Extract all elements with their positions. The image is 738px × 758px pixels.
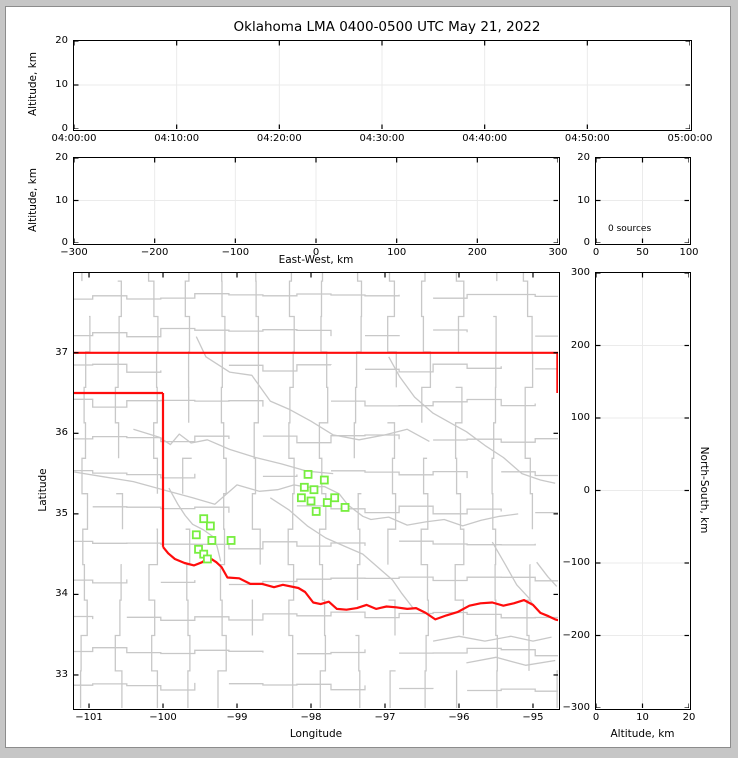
y-tick-label-ns-height: −300 [562, 702, 590, 713]
x-tick-label-ew-height: −200 [140, 247, 169, 258]
y-tick-label-source-histogram: 10 [577, 194, 590, 206]
station-marker [198, 513, 208, 523]
figure-title: Oklahoma LMA 0400-0500 UTC May 21, 2022 [233, 19, 541, 35]
figure-canvas: Oklahoma LMA 0400-0500 UTC May 21, 2022 … [5, 6, 731, 748]
y-tick-label-plan-view: 34 [55, 588, 68, 600]
x-tick-label-time-height: 04:30:00 [359, 133, 405, 144]
x-tick-label-plan-view: −100 [149, 712, 177, 723]
river-line [167, 487, 221, 562]
y-tick-label-source-histogram: 0 [583, 237, 590, 248]
state-border [161, 545, 558, 621]
x-tick-label-plan-view: −98 [300, 712, 322, 723]
y-axis-label-plan-view: Latitude [37, 467, 49, 512]
plot-area-source_histogram [595, 157, 689, 243]
plot-area-time_height [73, 40, 690, 129]
river-line [387, 355, 555, 484]
river-line [491, 541, 534, 605]
river-line [269, 496, 414, 608]
x-tick-label-time-height: 04:50:00 [564, 133, 610, 144]
x-tick-label-ns-height: 20 [682, 712, 696, 723]
panel-ew-height [72, 156, 560, 245]
y-tick-label-ew-height: 0 [61, 237, 68, 248]
plot-area-ew_height [73, 157, 558, 243]
y-tick-label-plan-view: 37 [55, 346, 68, 358]
x-tick-label-time-height: 04:40:00 [462, 133, 508, 144]
y-tick-label-ns-height: 300 [570, 267, 590, 278]
y-tick-label-ew-height: 20 [55, 152, 68, 163]
x-tick-label-plan-view: −97 [374, 712, 396, 723]
x-tick-label-time-height: 04:20:00 [256, 133, 302, 144]
x-tick-label-plan-view: −101 [75, 712, 103, 723]
y-tick-label-ew-height: 10 [55, 194, 68, 206]
station-marker [191, 529, 201, 539]
x-tick-label-source-histogram: 0 [592, 247, 600, 258]
panel-source-histogram [594, 156, 691, 245]
station-marker [296, 492, 306, 502]
y-tick-label-ns-height: 100 [570, 412, 590, 423]
y-axis-label-time-height: Altitude, km [27, 52, 39, 117]
river-line [73, 470, 518, 527]
river-line [432, 635, 552, 642]
x-tick-label-ew-height: 0 [312, 247, 320, 258]
x-axis-label-ew-height: East-West, km [278, 254, 354, 266]
y-tick-label-ns-height: 0 [583, 484, 590, 496]
x-axis-label-ns-height: Altitude, km [610, 728, 675, 740]
x-tick-label-source-histogram: 100 [679, 247, 699, 258]
y-tick-label-ns-height: −100 [562, 557, 590, 568]
station-marker [340, 502, 349, 512]
y-tick-label-ns-height: 200 [570, 339, 590, 351]
station-marker [206, 535, 216, 545]
x-tick-label-ns-height: 10 [636, 712, 649, 723]
station-marker [226, 535, 235, 545]
source-count-annotation: 0 sources [608, 224, 652, 234]
river-line [465, 656, 555, 666]
y-tick-label-plan-view: 33 [55, 668, 68, 680]
y-tick-label-time-height: 0 [61, 123, 68, 134]
y-tick-label-time-height: 20 [55, 35, 68, 46]
station-marker [306, 496, 315, 505]
y-tick-label-time-height: 10 [55, 79, 68, 90]
x-tick-label-source-histogram: 50 [636, 247, 649, 258]
x-tick-label-ew-height: −100 [221, 247, 250, 258]
y-tick-label-ns-height: −200 [562, 629, 590, 641]
river-line [132, 428, 333, 474]
station-marker [322, 497, 332, 507]
station-marker [311, 506, 321, 516]
x-tick-label-ew-height: 300 [548, 247, 568, 258]
x-tick-label-plan-view: −96 [448, 712, 470, 723]
x-tick-label-ns-height: 0 [592, 712, 600, 723]
y-tick-label-plan-view: 35 [55, 507, 68, 519]
station-marker [202, 554, 212, 563]
x-tick-label-plan-view: −99 [226, 712, 248, 723]
x-tick-label-ew-height: 100 [387, 247, 407, 258]
x-tick-label-plan-view: −95 [522, 712, 544, 723]
plot-area-ns_height [595, 272, 689, 708]
plot-area-plan_view [73, 272, 558, 708]
station-marker [299, 482, 309, 492]
river-line [195, 335, 430, 442]
y-tick-label-plan-view: 36 [55, 427, 68, 439]
station-marker [329, 492, 339, 502]
station-marker [303, 469, 312, 479]
x-tick-label-time-height: 04:10:00 [154, 133, 200, 144]
y-axis-label-ew-height: Altitude, km [27, 167, 39, 232]
x-tick-label-ew-height: 200 [467, 247, 487, 258]
x-tick-label-time-height: 05:00:00 [667, 133, 713, 144]
panel-time-height [72, 39, 692, 131]
x-tick-label-ew-height: −300 [60, 247, 88, 258]
station-marker [205, 521, 215, 530]
panel-ns-height [594, 271, 691, 710]
y-tick-label-source-histogram: 20 [577, 152, 590, 163]
x-axis-label-plan-view: Longitude [289, 728, 343, 740]
panel-plan-view [72, 271, 560, 710]
station-marker [319, 475, 329, 484]
station-marker [193, 544, 203, 554]
station-marker [309, 484, 318, 494]
y-axis-label-ns-height: North-South, km [698, 446, 710, 533]
x-tick-label-time-height: 04:00:00 [51, 133, 97, 144]
river-line [535, 561, 557, 587]
